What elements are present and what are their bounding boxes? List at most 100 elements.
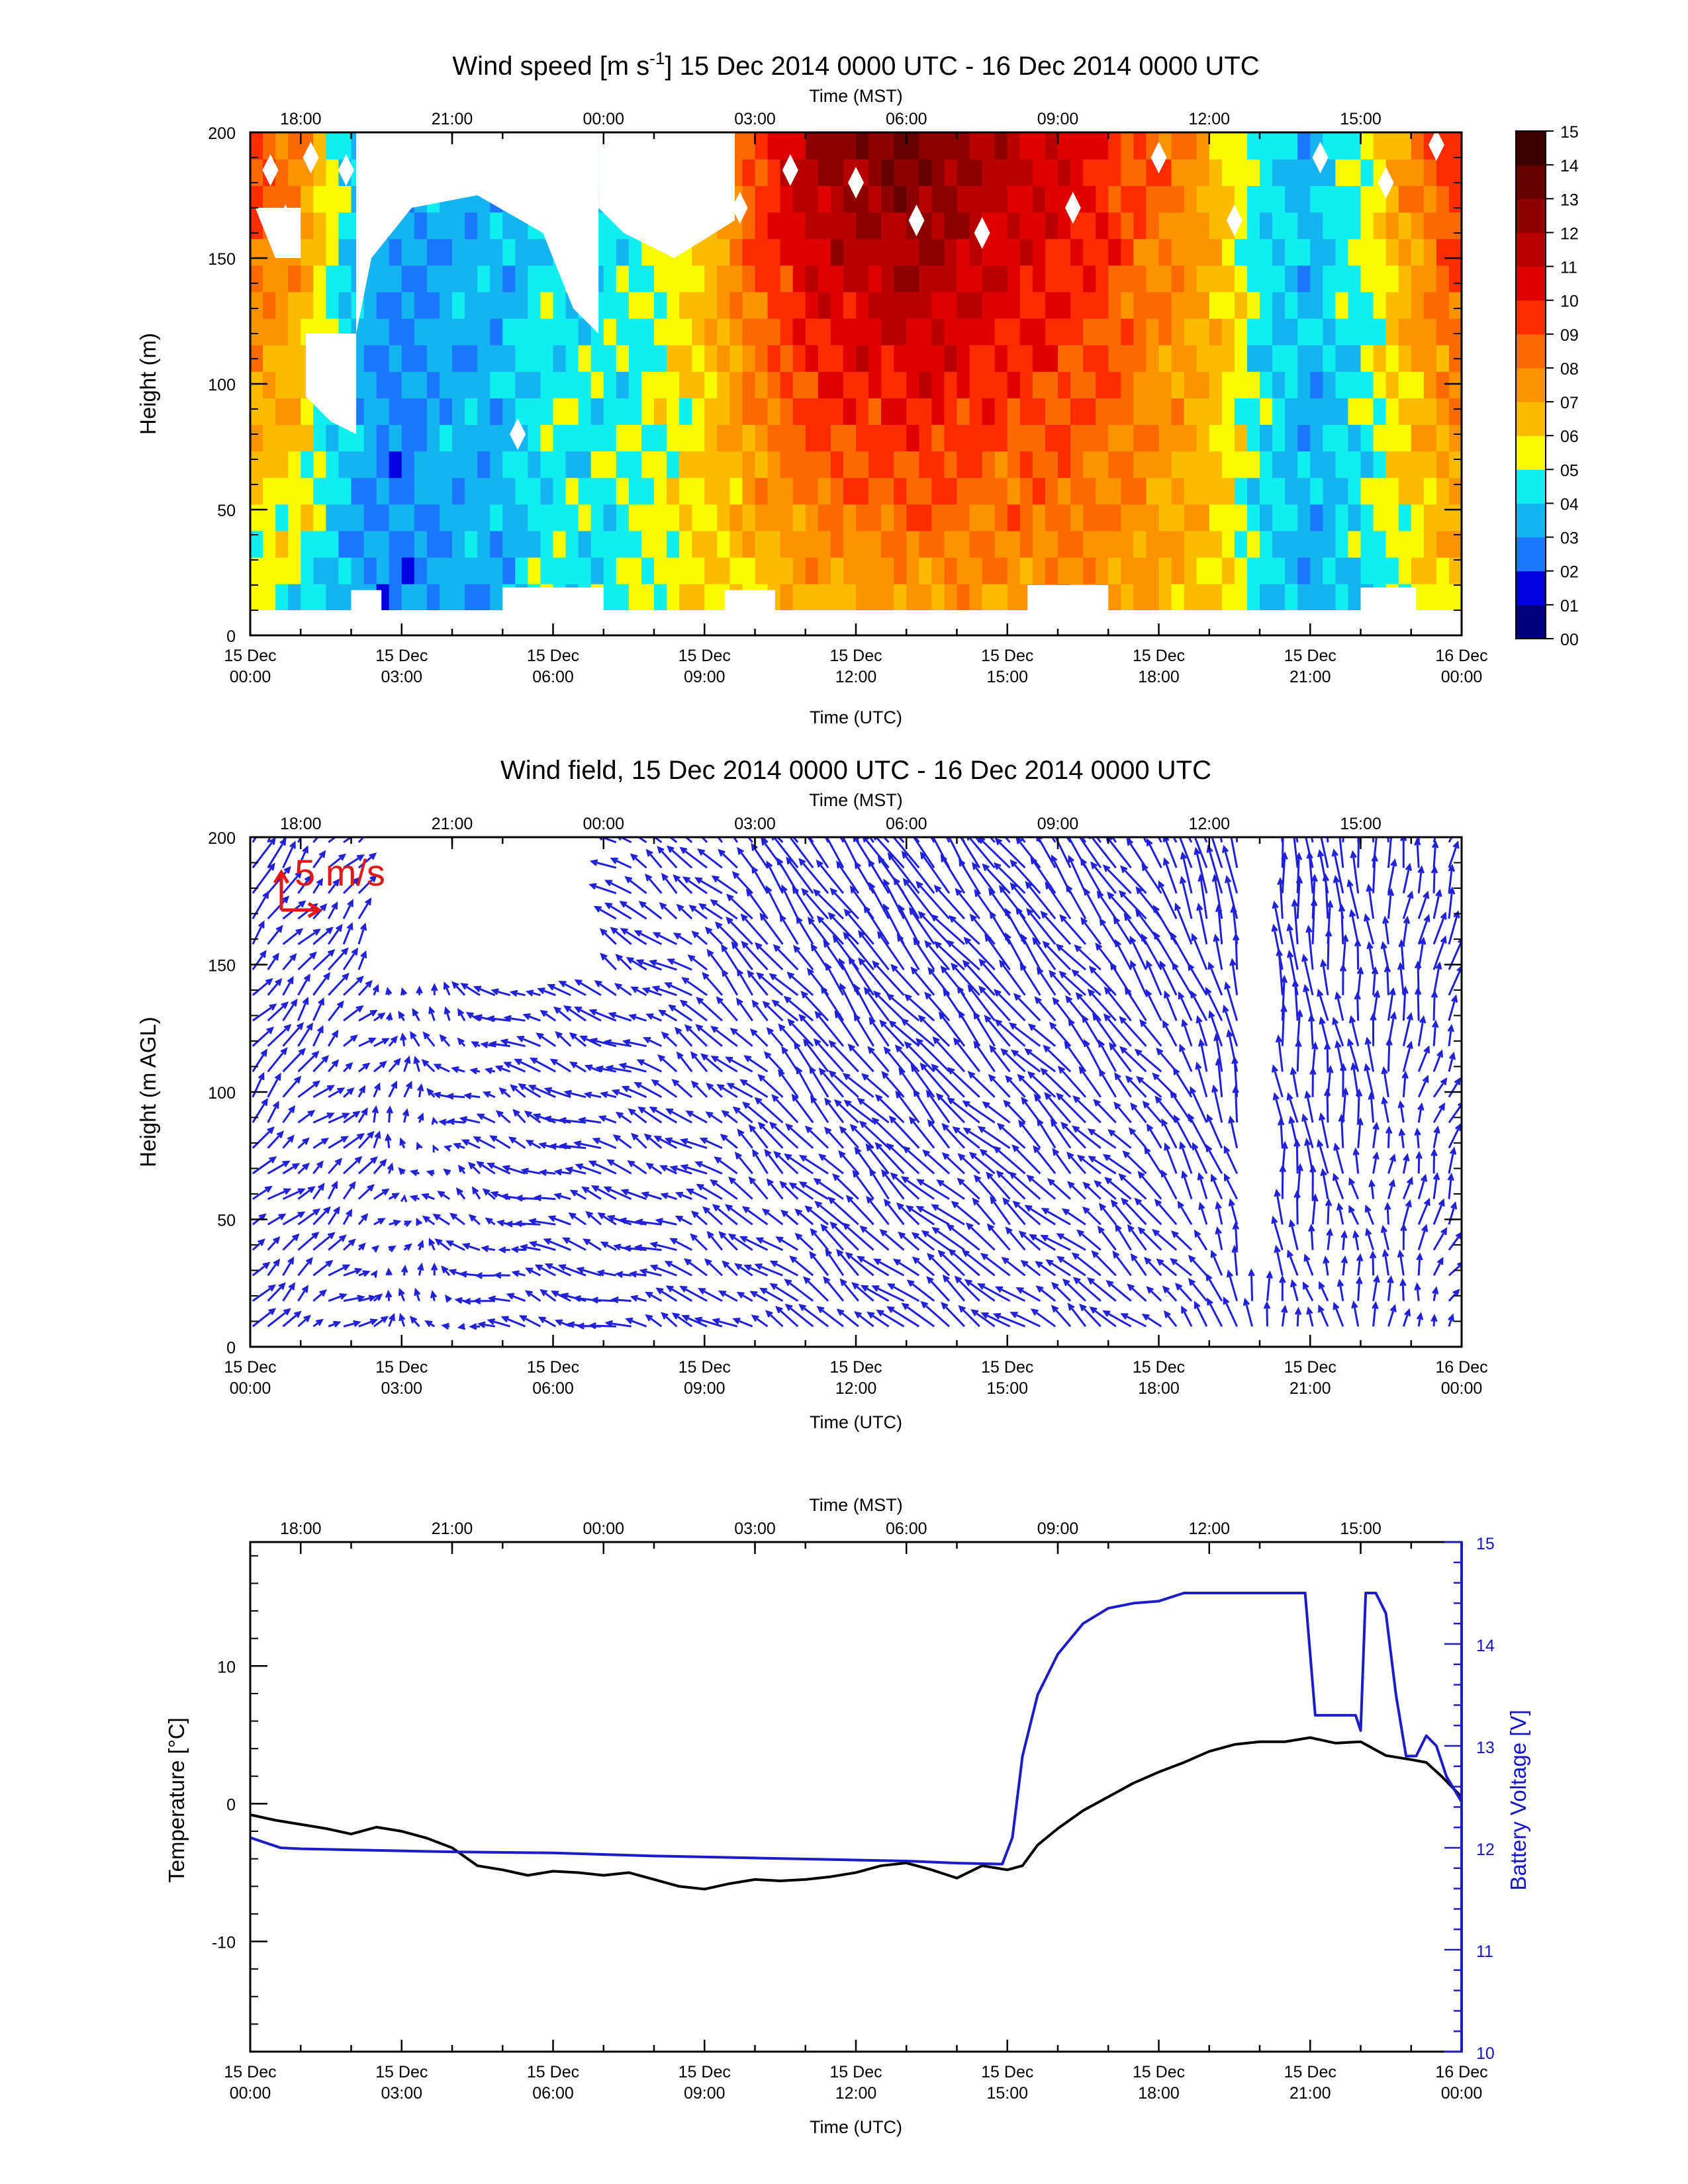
wind-vector bbox=[328, 1158, 343, 1175]
wind-vector bbox=[403, 1220, 412, 1227]
heat-cell bbox=[1045, 318, 1058, 345]
windfield-xlabel: Time (UTC) bbox=[810, 1412, 902, 1432]
heat-cell bbox=[667, 530, 680, 558]
heat-cell bbox=[830, 132, 844, 159]
heat-cell bbox=[957, 477, 970, 505]
wind-vector bbox=[1190, 990, 1208, 1021]
heat-cell bbox=[515, 318, 529, 345]
wind-vector bbox=[979, 1148, 1011, 1175]
heat-cell bbox=[1070, 238, 1084, 266]
wind-vector bbox=[510, 1246, 526, 1253]
heat-cell bbox=[982, 265, 996, 293]
heat-cell bbox=[1297, 504, 1311, 531]
utc-tick-date: 15 Dec bbox=[679, 2063, 731, 2081]
wind-vector bbox=[986, 1223, 1011, 1251]
heat-cell bbox=[717, 398, 731, 426]
heat-cell bbox=[313, 212, 327, 240]
wind-vector bbox=[664, 1137, 692, 1150]
heat-cell bbox=[1310, 265, 1324, 293]
wind-vector bbox=[813, 1178, 844, 1200]
wind-vector bbox=[589, 1037, 617, 1048]
heat-cell bbox=[1121, 477, 1135, 505]
heat-cell bbox=[288, 185, 302, 213]
heat-cell bbox=[288, 398, 302, 426]
heat-cell bbox=[792, 504, 806, 531]
heat-cell bbox=[1133, 504, 1147, 531]
wind-vector bbox=[660, 1192, 677, 1201]
heat-cell bbox=[692, 238, 706, 266]
wind-vector bbox=[1432, 1198, 1445, 1225]
wind-vector bbox=[595, 1065, 617, 1073]
wind-vector bbox=[1222, 844, 1239, 894]
wind-vector bbox=[416, 985, 423, 995]
heat-cell bbox=[1246, 557, 1260, 584]
windspeed-xlabel: Time (UTC) bbox=[810, 707, 902, 727]
wind-vector bbox=[1272, 1092, 1284, 1123]
heat-cell bbox=[439, 477, 453, 505]
heat-cell bbox=[704, 291, 718, 319]
mst-tick-label: 03:00 bbox=[734, 815, 776, 833]
wind-vector bbox=[267, 1308, 291, 1328]
heat-cell bbox=[994, 451, 1008, 478]
wind-vector bbox=[267, 952, 279, 971]
wind-vector bbox=[1319, 1016, 1329, 1047]
wind-vector bbox=[1205, 987, 1223, 1021]
plot-frame bbox=[249, 1541, 1463, 2053]
heat-cell bbox=[1360, 451, 1374, 478]
wind-vector bbox=[740, 913, 769, 945]
wind-vector bbox=[611, 1089, 632, 1099]
heat-cell bbox=[1058, 159, 1071, 187]
heat-cell bbox=[692, 398, 706, 426]
wind-vector bbox=[972, 1197, 996, 1226]
missing-value-marker bbox=[1064, 192, 1081, 224]
heat-cell bbox=[1096, 265, 1109, 293]
heat-cell bbox=[906, 557, 920, 584]
wind-vector bbox=[953, 1037, 980, 1073]
wind-vector bbox=[1226, 1269, 1239, 1302]
heat-cell bbox=[994, 530, 1008, 558]
heat-cell bbox=[742, 238, 756, 266]
heat-cell bbox=[805, 238, 819, 266]
wind-vector bbox=[967, 1071, 996, 1098]
heat-cell bbox=[1246, 159, 1260, 187]
heat-cell bbox=[1058, 371, 1071, 398]
wind-vector bbox=[543, 1238, 571, 1251]
heat-cell bbox=[1310, 185, 1324, 213]
wind-vector bbox=[869, 1168, 890, 1200]
wind-vector bbox=[1119, 1016, 1147, 1047]
heat-cell bbox=[818, 159, 831, 187]
wind-vector bbox=[312, 997, 324, 1021]
colorbar-label: 09 bbox=[1560, 326, 1579, 345]
wind-vector bbox=[716, 1083, 738, 1098]
heat-cell bbox=[957, 398, 970, 426]
heat-cell bbox=[326, 583, 340, 611]
wind-vector bbox=[1332, 1017, 1344, 1047]
heat-cell bbox=[1297, 530, 1311, 558]
wind-vector bbox=[297, 973, 310, 996]
heat-cell bbox=[1310, 212, 1324, 240]
wind-vector bbox=[888, 1020, 920, 1047]
heat-cell bbox=[969, 398, 983, 426]
wind-vector bbox=[868, 858, 890, 894]
heat-cell bbox=[994, 557, 1008, 584]
wind-vector bbox=[1090, 861, 1117, 894]
wind-vector bbox=[282, 1256, 295, 1276]
wind-vector bbox=[1021, 933, 1041, 970]
wind-vector bbox=[667, 958, 692, 971]
utc-tick-time: 12:00 bbox=[835, 668, 877, 686]
heat-cell bbox=[1209, 318, 1223, 345]
wind-vector bbox=[969, 913, 996, 945]
heat-cell bbox=[603, 291, 617, 319]
heat-cell bbox=[338, 530, 352, 558]
wind-vector bbox=[968, 1152, 996, 1175]
heat-cell bbox=[667, 291, 680, 319]
heat-cell bbox=[326, 504, 340, 531]
heat-cell bbox=[439, 265, 453, 293]
wind-vector bbox=[357, 950, 367, 970]
heat-cell bbox=[1297, 265, 1311, 293]
heat-cell bbox=[1019, 530, 1033, 558]
heat-cell bbox=[1209, 424, 1223, 452]
wind-vector bbox=[1365, 1228, 1374, 1251]
heat-cell bbox=[692, 344, 706, 372]
heat-cell bbox=[401, 583, 415, 611]
